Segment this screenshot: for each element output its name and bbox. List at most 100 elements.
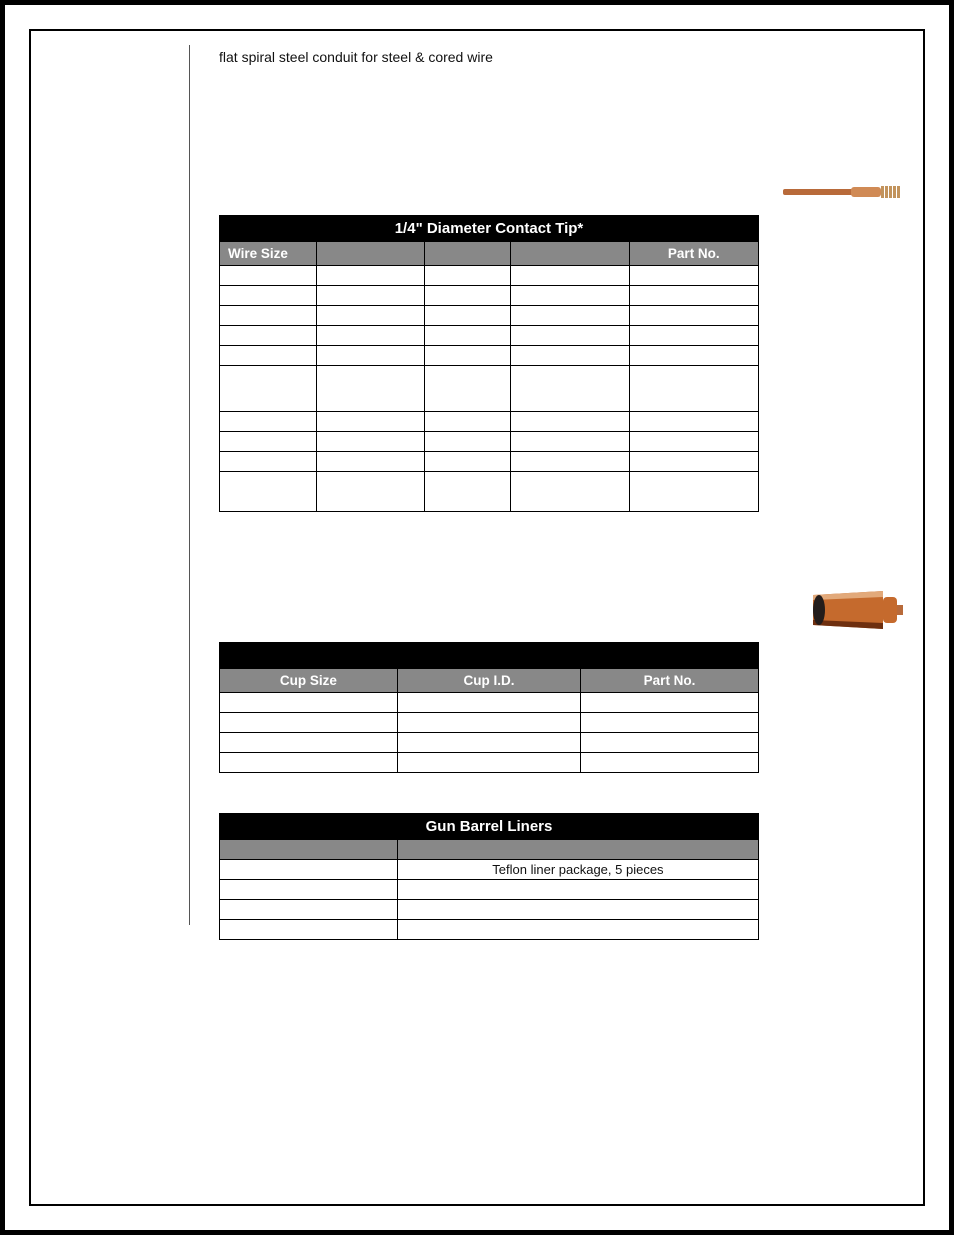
table-cell [629, 472, 758, 512]
table-row [220, 880, 759, 900]
table-cell [424, 306, 510, 326]
table-row [220, 412, 759, 432]
table-row: Teflon liner package, 5 pieces [220, 860, 759, 880]
table-row [220, 920, 759, 940]
table-cell [629, 306, 758, 326]
table-row [220, 346, 759, 366]
table-cell [581, 713, 759, 733]
table-header-row [220, 840, 759, 860]
gas-cup-title-bar [220, 643, 759, 669]
col-cup-size: Cup Size [220, 669, 398, 693]
gas-cup-table: Cup Size Cup I.D. Part No. [219, 642, 759, 773]
table-cell [397, 920, 758, 940]
table-cell [220, 753, 398, 773]
table-row [220, 366, 759, 412]
table-cell [424, 326, 510, 346]
contact-tip-title: 1/4" Diameter Contact Tip* [220, 216, 759, 242]
table-cell [220, 920, 398, 940]
col-part-no: Part No. [629, 242, 758, 266]
table-cell [581, 753, 759, 773]
table-cell: Teflon liner package, 5 pieces [397, 860, 758, 880]
table-row [220, 286, 759, 306]
table-cell [629, 346, 758, 366]
page-frame-outer: flat spiral steel conduit for steel & co… [0, 0, 954, 1235]
content-area: flat spiral steel conduit for steel & co… [191, 31, 923, 940]
table-cell [629, 452, 758, 472]
table-cell [424, 286, 510, 306]
table-cell [424, 432, 510, 452]
table-row [220, 713, 759, 733]
table-cell [511, 432, 630, 452]
table-cell [397, 733, 580, 753]
table-cell [220, 286, 317, 306]
table-cell [424, 346, 510, 366]
table-cell [220, 452, 317, 472]
col-part-no: Part No. [581, 669, 759, 693]
table-cell [629, 286, 758, 306]
table-cell [220, 326, 317, 346]
table-cell [511, 472, 630, 512]
table-cell [317, 412, 425, 432]
table-row [220, 432, 759, 452]
table-cell [317, 306, 425, 326]
table-cell [629, 266, 758, 286]
table-cell [629, 412, 758, 432]
table-cell [581, 733, 759, 753]
table-cell [220, 733, 398, 753]
table-row [220, 452, 759, 472]
table-cell [317, 286, 425, 306]
table-cell [511, 366, 630, 412]
contact-tip-table: 1/4" Diameter Contact Tip* Wire Size Par… [219, 215, 759, 512]
table-cell [629, 366, 758, 412]
col-liner-1 [220, 840, 398, 860]
table-cell [397, 880, 758, 900]
table-cell [317, 366, 425, 412]
col-wire-size: Wire Size [220, 242, 317, 266]
table-row [220, 306, 759, 326]
gas-cup-icon [813, 591, 903, 629]
table-header-row: Cup Size Cup I.D. Part No. [220, 669, 759, 693]
table-cell [317, 266, 425, 286]
table-cell [511, 326, 630, 346]
table-row [220, 266, 759, 286]
table-cell [317, 346, 425, 366]
table-cell [397, 753, 580, 773]
table-cell [220, 860, 398, 880]
table-cell [220, 880, 398, 900]
table-cell [317, 326, 425, 346]
table-header-row: Wire Size Part No. [220, 242, 759, 266]
table-cell [511, 266, 630, 286]
table-cell [424, 366, 510, 412]
table-cell [220, 900, 398, 920]
table-cell [511, 346, 630, 366]
table-cell [424, 472, 510, 512]
page-frame-inner: flat spiral steel conduit for steel & co… [29, 29, 925, 1206]
intro-text: flat spiral steel conduit for steel & co… [219, 49, 903, 65]
table-cell [317, 472, 425, 512]
table-cell [220, 472, 317, 512]
table-cell [424, 266, 510, 286]
table-cell [220, 693, 398, 713]
table-row [220, 733, 759, 753]
table-cell [424, 412, 510, 432]
table-cell [511, 306, 630, 326]
col-liner-2 [397, 840, 758, 860]
table-cell [397, 900, 758, 920]
table-row [220, 326, 759, 346]
table-cell [581, 693, 759, 713]
table-cell [511, 412, 630, 432]
table-cell [220, 432, 317, 452]
contact-tip-icon [783, 181, 903, 203]
table-cell [511, 452, 630, 472]
liners-table: Gun Barrel Liners Teflon liner package, … [219, 813, 759, 940]
table-row [220, 753, 759, 773]
col-blank-1 [317, 242, 425, 266]
table-cell [511, 286, 630, 306]
col-cup-id: Cup I.D. [397, 669, 580, 693]
table-cell [220, 306, 317, 326]
liners-title: Gun Barrel Liners [220, 814, 759, 840]
table-cell [220, 412, 317, 432]
table-row [220, 693, 759, 713]
table-cell [629, 432, 758, 452]
table-cell [397, 713, 580, 733]
